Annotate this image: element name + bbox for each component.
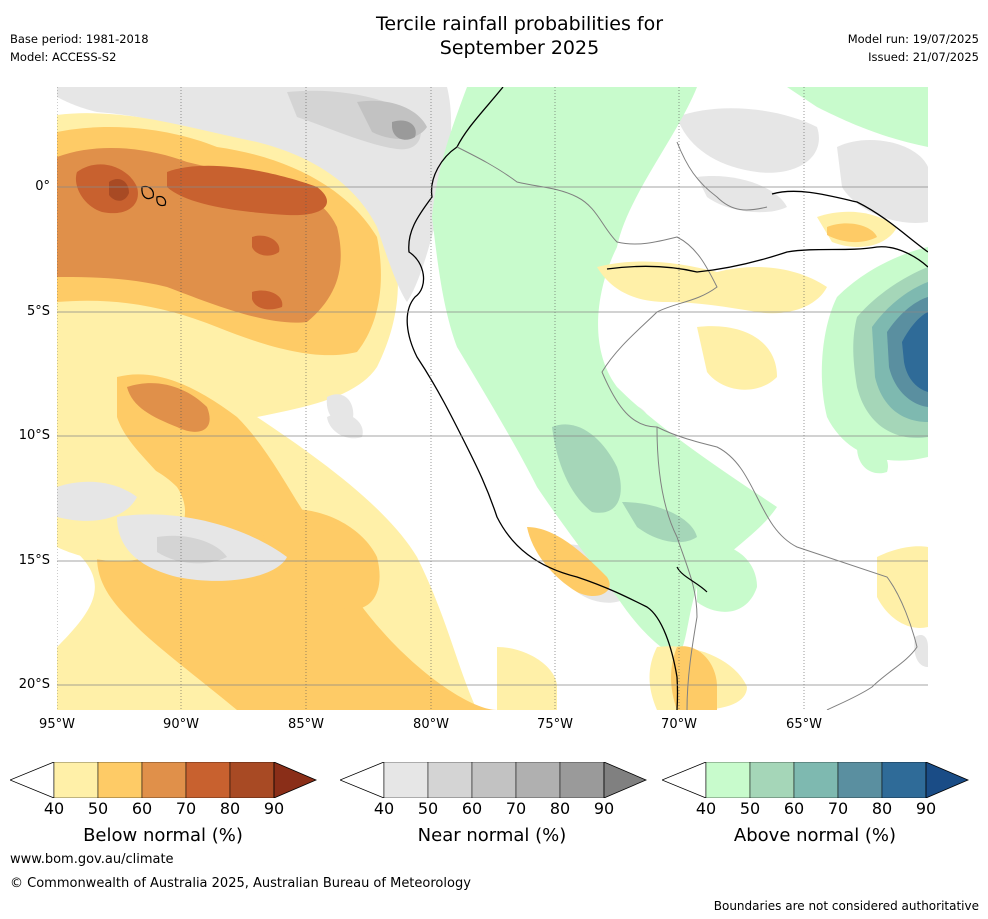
- map-title: Tercile rainfall probabilities for Septe…: [0, 12, 988, 60]
- cb-tick: 70: [827, 799, 849, 818]
- disclaimer-text: Boundaries are not considered authoritat…: [713, 899, 979, 913]
- source-url: www.bom.gov.au/climate: [10, 852, 174, 867]
- lake-titicaca: [676, 566, 708, 593]
- cb-swatch: [53, 762, 99, 798]
- lat-label-5s: 5°S: [26, 304, 50, 319]
- colorbar-near-normal: [340, 762, 648, 798]
- lon-label-85w: 85°W: [288, 717, 324, 732]
- cb-swatch: [273, 762, 318, 798]
- cb-tick: 50: [739, 799, 761, 818]
- model-text: Model: ACCESS-S2: [10, 50, 117, 64]
- base-period-text: Base period: 1981-2018: [10, 32, 149, 46]
- country-boundaries: [141, 87, 928, 710]
- colorbar-label-above: Above normal (%): [733, 825, 897, 846]
- issued-text: Issued: 21/07/2025: [868, 50, 979, 64]
- galapagos-island: [156, 195, 167, 207]
- lat-label-0: 0°: [35, 179, 50, 194]
- cb-tick: 40: [43, 799, 65, 818]
- lon-label-80w: 80°W: [413, 717, 449, 732]
- cb-swatch: [229, 762, 275, 798]
- above-normal-region: [432, 87, 928, 657]
- cb-tick: 50: [417, 799, 439, 818]
- lat-label-20s: 20°S: [18, 677, 50, 692]
- lon-label-95w: 95°W: [39, 717, 75, 732]
- lat-label-10s: 10°S: [18, 428, 50, 443]
- lon-label-65w: 65°W: [786, 717, 822, 732]
- cb-swatch: [603, 762, 648, 798]
- copyright-text: © Commonwealth of Australia 2025, Austra…: [10, 876, 471, 891]
- cb-tick: 60: [461, 799, 483, 818]
- probability-map: [57, 87, 928, 710]
- cb-swatch: [141, 762, 187, 798]
- cb-tick: 70: [505, 799, 527, 818]
- cb-swatch: [837, 762, 883, 798]
- cb-swatch: [559, 762, 605, 798]
- cb-tick: 80: [871, 799, 893, 818]
- cb-tick: 40: [373, 799, 395, 818]
- cb-tick: 90: [915, 799, 937, 818]
- lon-label-70w: 70°W: [661, 717, 697, 732]
- title-line-1: Tercile rainfall probabilities for: [375, 13, 664, 35]
- cb-swatch: [881, 762, 927, 798]
- cb-tick: 50: [87, 799, 109, 818]
- cb-swatch: [793, 762, 839, 798]
- below-normal-region-land: [497, 211, 928, 710]
- border-line-north: [676, 141, 768, 211]
- cb-swatch: [749, 762, 795, 798]
- cb-tick: 90: [593, 799, 615, 818]
- cb-swatch: [383, 762, 429, 798]
- colorbar-above-normal: [662, 762, 970, 798]
- colorbar-below-normal: [10, 762, 318, 798]
- cb-tick: 40: [695, 799, 717, 818]
- cb-swatch: [705, 762, 751, 798]
- lat-label-15s: 15°S: [18, 553, 50, 568]
- meta-right: Model run: 19/07/2025 Issued: 21/07/2025: [848, 32, 979, 68]
- cb-tick: 80: [219, 799, 241, 818]
- cb-swatch: [97, 762, 143, 798]
- cb-swatch: [515, 762, 561, 798]
- border-line: [456, 146, 918, 710]
- colorbar-label-below: Below normal (%): [83, 825, 243, 846]
- meta-left: Base period: 1981-2018 Model: ACCESS-S2: [10, 32, 149, 68]
- coastline: [406, 87, 679, 710]
- border-line-south: [656, 426, 698, 710]
- cb-tick: 70: [175, 799, 197, 818]
- graticule: [57, 87, 805, 710]
- amazon-river: [606, 246, 928, 273]
- cb-swatch: [925, 762, 970, 798]
- cb-swatch: [185, 762, 231, 798]
- lon-label-75w: 75°W: [537, 717, 573, 732]
- cb-tick: 80: [549, 799, 571, 818]
- lon-label-90w: 90°W: [163, 717, 199, 732]
- cb-swatch: [471, 762, 517, 798]
- title-line-2: September 2025: [439, 37, 600, 59]
- cb-swatch: [427, 762, 473, 798]
- cb-tick: 60: [783, 799, 805, 818]
- latitude-lines: [57, 186, 928, 686]
- colorbar-label-near: Near normal (%): [417, 825, 567, 846]
- river-line: [771, 190, 928, 253]
- cb-tick: 90: [263, 799, 285, 818]
- cb-tick: 60: [131, 799, 153, 818]
- model-run-text: Model run: 19/07/2025: [847, 32, 979, 46]
